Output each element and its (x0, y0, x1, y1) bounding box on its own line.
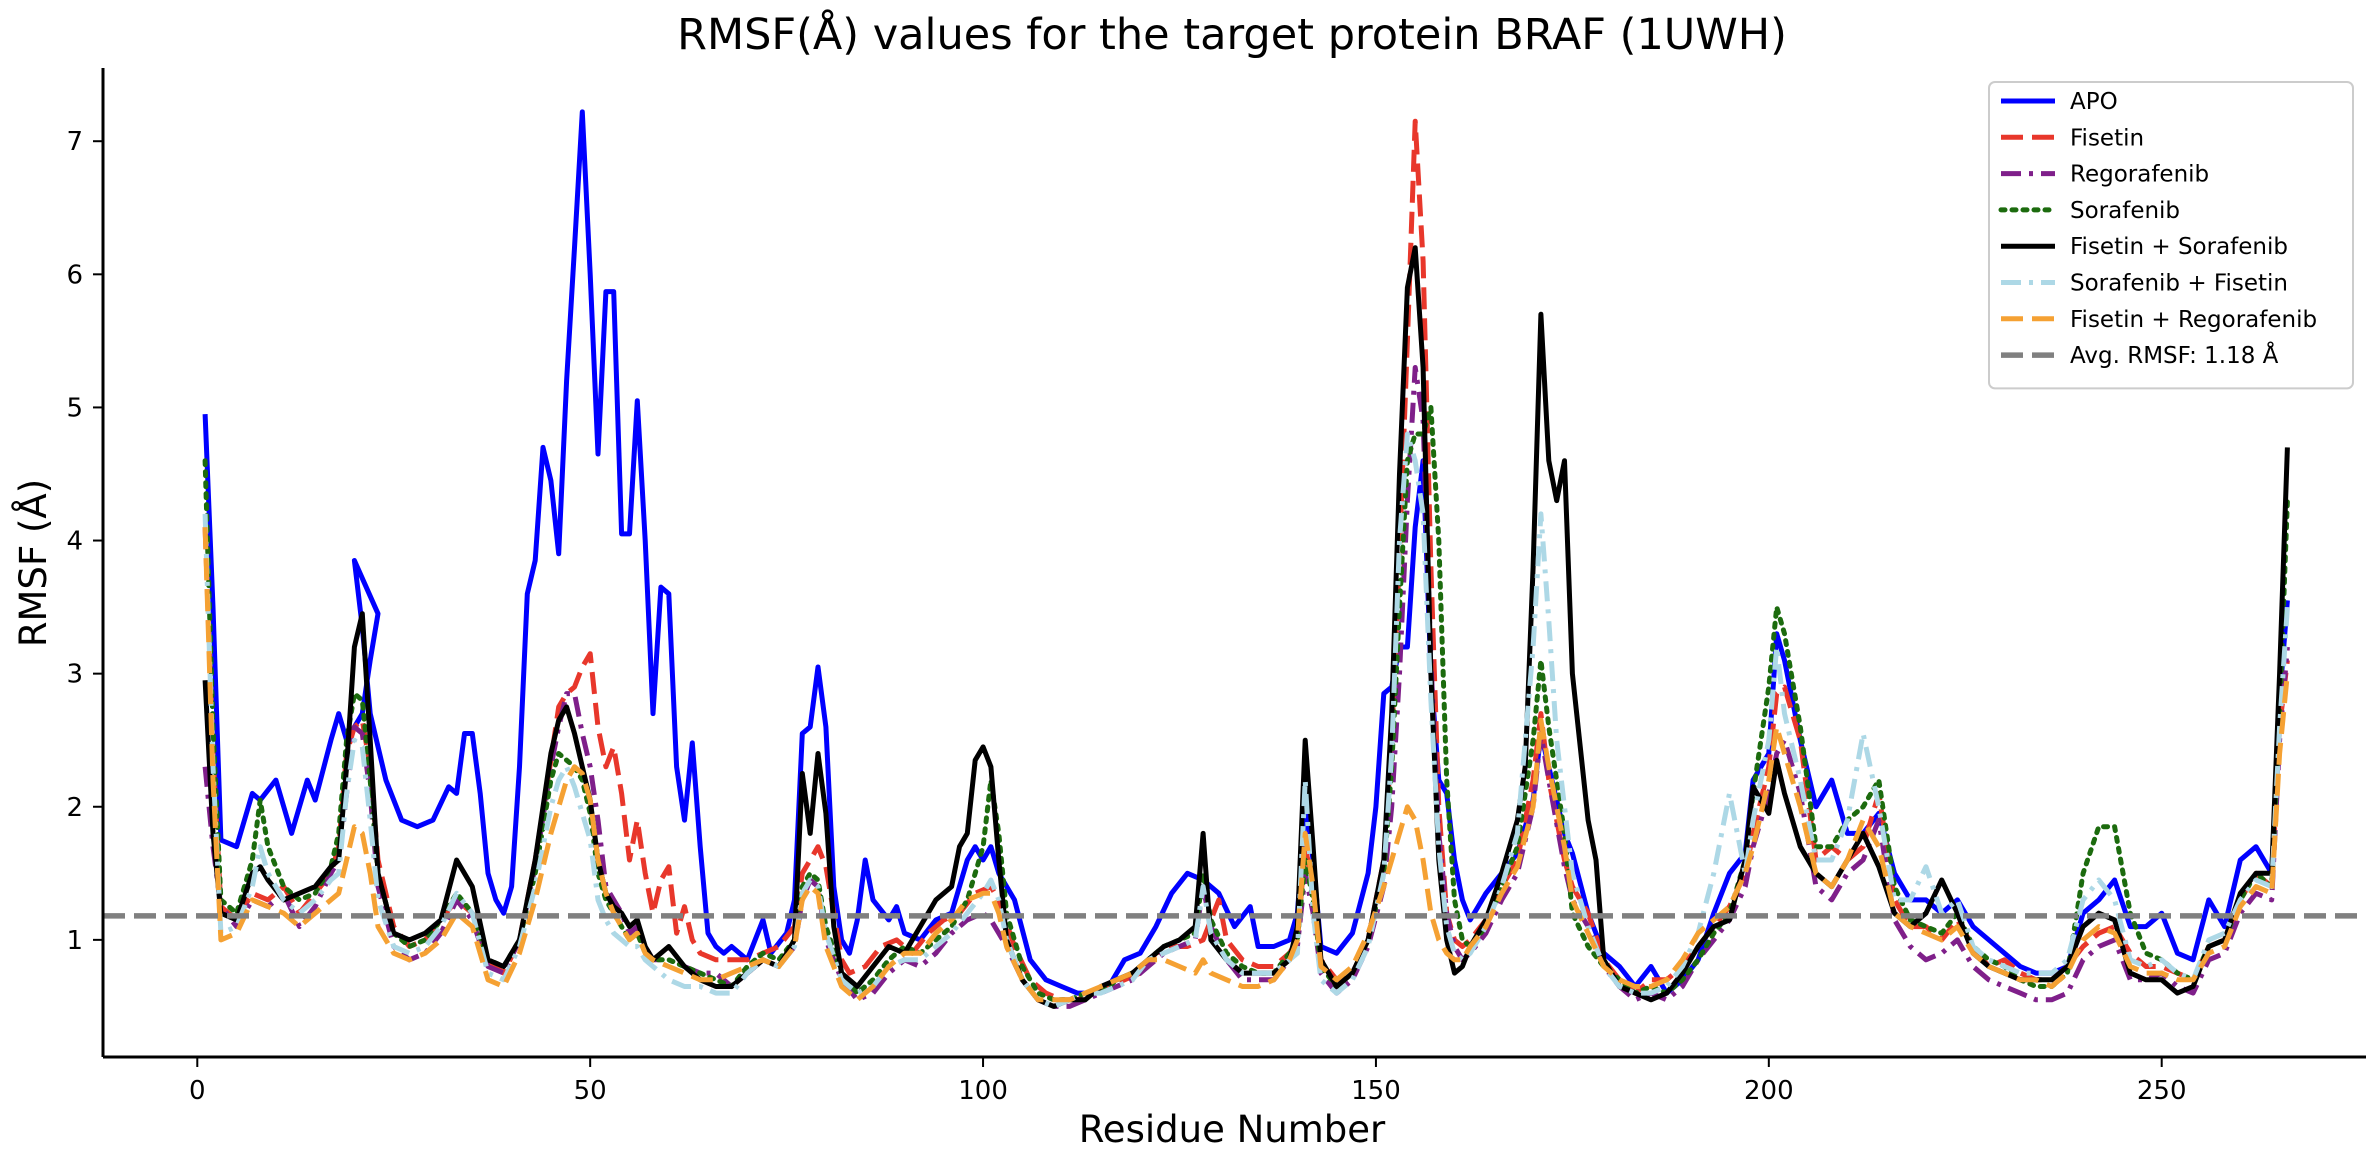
legend-label: Avg. RMSF: 1.18 Å (2070, 341, 2279, 369)
y-axis: 1 2 3 4 5 6 7 (66, 68, 105, 1057)
legend-box (1988, 81, 2354, 390)
series-line-5 (202, 431, 2290, 1009)
series-line-6 (202, 527, 2290, 1003)
y-tick-label: 2 (66, 793, 83, 823)
y-tick-label: 7 (66, 127, 83, 157)
x-tick-label: 250 (2137, 1076, 2187, 1106)
x-tick-label: 150 (1351, 1076, 1401, 1106)
y-tick-label: 5 (66, 393, 83, 423)
y-tick-label: 3 (66, 660, 83, 690)
legend-label: Regorafenib (2070, 162, 2209, 188)
y-tick-label: 1 (66, 926, 83, 956)
y-tick-label: 6 (66, 260, 83, 290)
legend-label: Fisetin + Sorafenib (2070, 234, 2288, 260)
legend: APO Fisetin Regorafenib Sorafenib Fisetin + … (1988, 81, 2354, 390)
legend-label: Fisetin (2070, 125, 2144, 151)
plot-area (103, 109, 2366, 1009)
series-line-4 (202, 245, 2290, 1009)
x-tick-label: 100 (958, 1076, 1008, 1106)
chart-title: RMSF(Å) values for the target protein BR… (677, 9, 1787, 60)
x-axis-label: Residue Number (1079, 1108, 1386, 1151)
legend-label: Sorafenib (2070, 198, 2180, 224)
legend-label: Sorafenib + Fisetin (2070, 271, 2288, 297)
x-tick-label: 200 (1744, 1076, 1794, 1106)
x-tick-label: 0 (189, 1076, 206, 1106)
legend-label: Fisetin + Regorafenib (2070, 307, 2317, 333)
legend-label: APO (2070, 89, 2118, 115)
y-tick-label: 4 (66, 527, 83, 557)
y-axis-label: RMSF (Å) (11, 479, 55, 647)
x-tick-label: 50 (574, 1076, 607, 1106)
x-axis: 0 50 100 150 200 250 (103, 1055, 2366, 1106)
